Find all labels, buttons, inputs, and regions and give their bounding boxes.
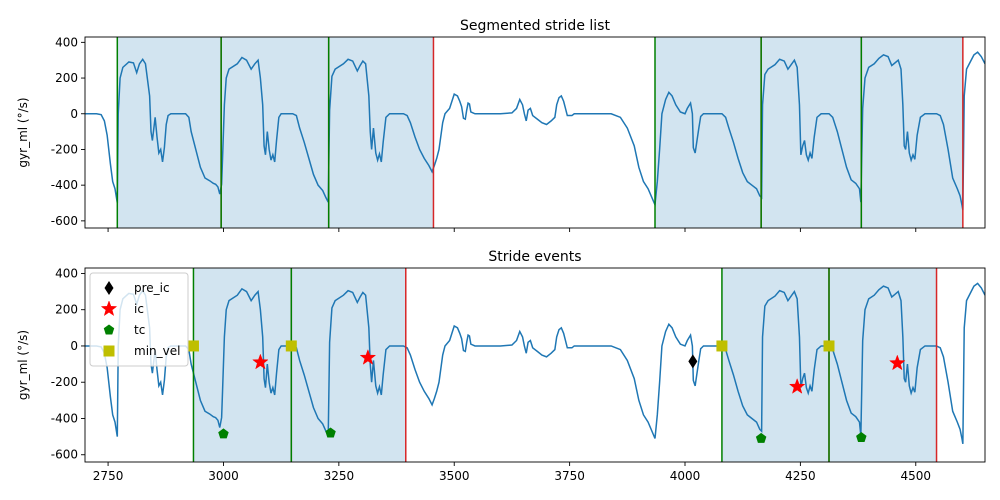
x-tick-label: 3250 xyxy=(324,469,355,483)
event-ic-marker xyxy=(788,378,806,394)
signal-line xyxy=(85,282,985,444)
x-tick-label: 3000 xyxy=(208,469,239,483)
legend-marker-pre-ic xyxy=(104,281,114,295)
x-tick-label: 4500 xyxy=(900,469,931,483)
legend-label-tc: tc xyxy=(134,323,145,337)
panel-1-title: Segmented stride list xyxy=(460,18,610,34)
event-ic-marker xyxy=(252,353,269,370)
y-tick-label: -400 xyxy=(51,178,78,192)
y-tick-label: 200 xyxy=(55,303,78,317)
stride-region xyxy=(328,37,434,228)
stride-region xyxy=(721,268,829,462)
y-tick-label: 0 xyxy=(70,339,78,353)
event-ic-marker xyxy=(889,354,906,371)
legend-marker-min-vel xyxy=(103,345,115,357)
legend-label-ic: ic xyxy=(134,302,144,316)
stride-region xyxy=(861,37,963,228)
stride-region xyxy=(655,37,762,228)
panel-1-frame xyxy=(84,36,986,229)
panel-2-title: Stride events xyxy=(488,249,581,265)
y-tick-label: -200 xyxy=(51,142,78,156)
x-tick-label: 4250 xyxy=(785,469,816,483)
panel-1-ylabel: gyr_ml (°/s) xyxy=(16,97,30,167)
panel-2-ylabel: gyr_ml (°/s) xyxy=(16,330,30,400)
event-min-vel-marker xyxy=(187,340,199,352)
event-tc-marker xyxy=(325,427,336,438)
stride-region xyxy=(291,268,406,462)
panel-2-frame xyxy=(84,267,986,463)
legend-label-pre-ic: pre_ic xyxy=(134,281,170,295)
event-pre-ic-marker xyxy=(688,354,698,369)
x-tick-label: 2750 xyxy=(93,469,124,483)
stride-region xyxy=(761,37,862,228)
y-tick-label: 400 xyxy=(55,266,78,280)
x-tick-label: 4000 xyxy=(670,469,701,483)
stride-region xyxy=(829,268,937,462)
y-tick-label: 400 xyxy=(55,35,78,49)
event-tc-marker xyxy=(755,432,767,443)
y-tick-label: -400 xyxy=(51,411,78,425)
y-tick-label: -600 xyxy=(51,214,78,228)
event-ic-marker xyxy=(359,349,377,365)
stride-region xyxy=(193,268,292,462)
event-tc-marker xyxy=(218,428,229,439)
x-tick-label: 3750 xyxy=(554,469,585,483)
event-min-vel-marker xyxy=(285,340,297,352)
stride-region xyxy=(221,37,329,228)
event-tc-marker xyxy=(856,432,867,442)
y-tick-label: 0 xyxy=(70,107,78,121)
legend-marker-tc xyxy=(103,324,115,335)
stride-region xyxy=(117,37,222,228)
event-min-vel-marker xyxy=(716,340,728,352)
y-tick-label: 200 xyxy=(55,71,78,85)
panel-2-plot: 400 200 0 -200 -400 -600 2750 3000 3250 3500 3750 4… xyxy=(16,249,986,483)
x-tick-label: 3500 xyxy=(439,469,470,483)
legend-box xyxy=(89,272,189,367)
legend-label-min-vel: min_vel xyxy=(134,344,180,358)
y-tick-label: -600 xyxy=(51,448,78,462)
panel-1-plot: 400 200 0 -200 -400 -600 Segmented stride list… xyxy=(16,18,986,232)
event-min-vel-marker xyxy=(823,340,835,352)
legend-marker-ic xyxy=(100,300,118,317)
y-tick-label: -200 xyxy=(51,375,78,389)
